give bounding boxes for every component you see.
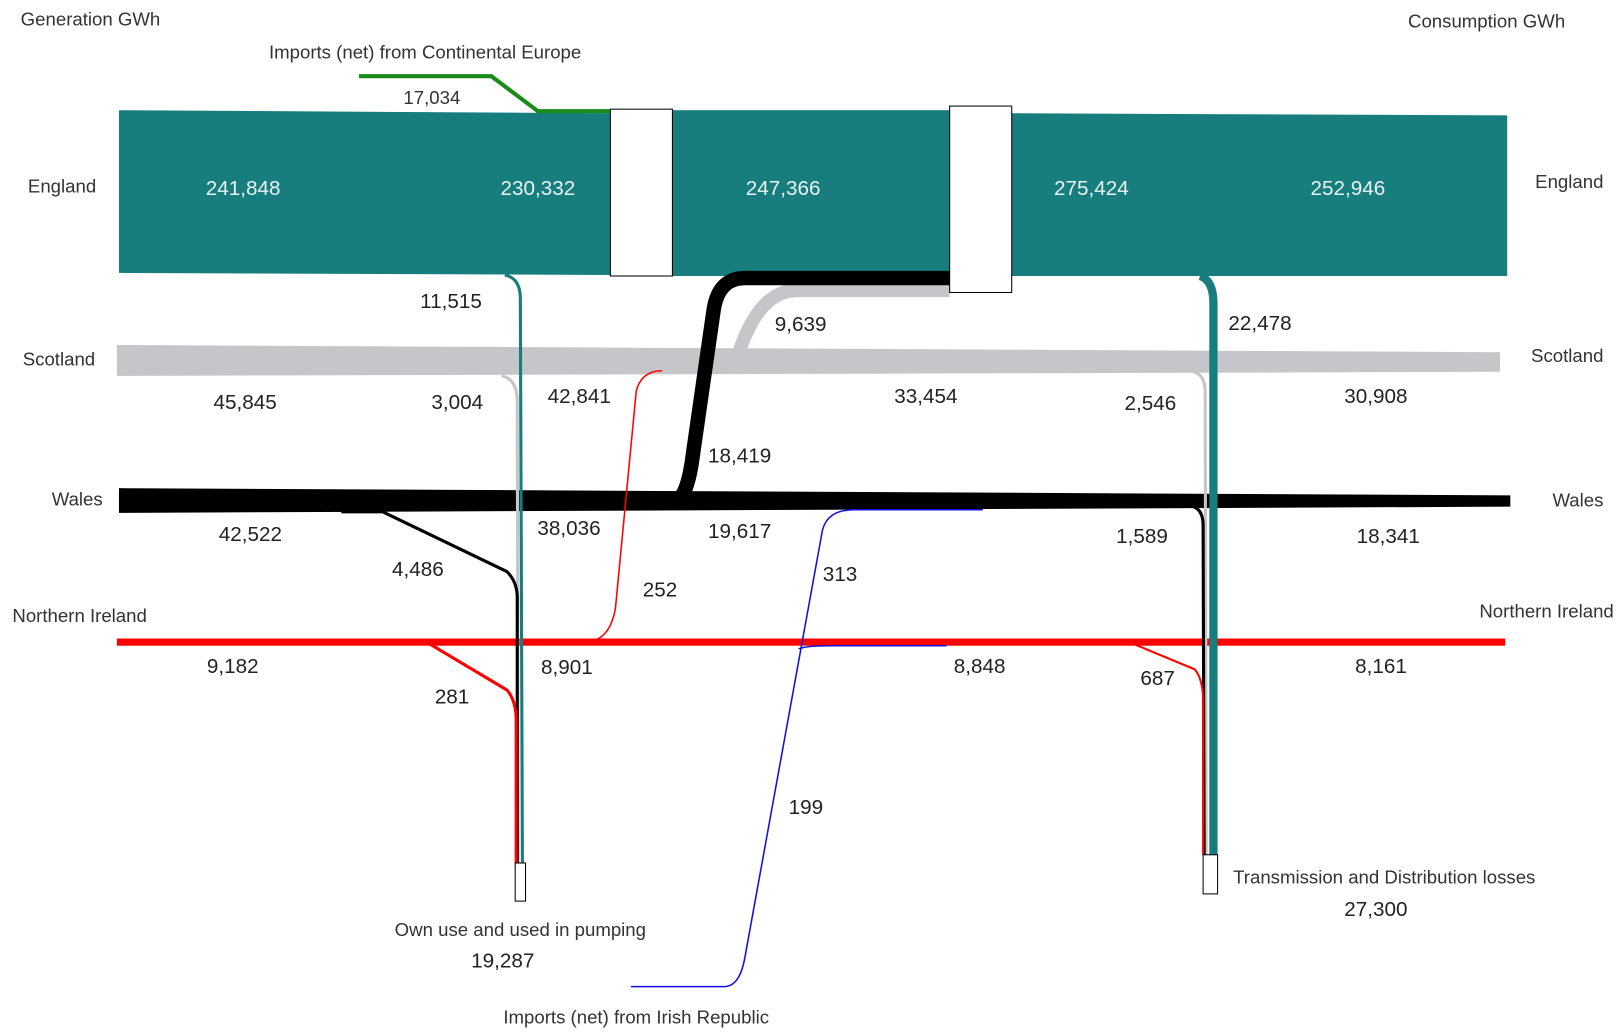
value: 275,424 xyxy=(1054,177,1129,200)
region: Wales xyxy=(1552,489,1603,510)
value: 3,004 xyxy=(431,391,483,414)
value: 252,946 xyxy=(1311,177,1386,200)
flow xyxy=(428,642,518,866)
value: 199 xyxy=(789,796,823,819)
region: England xyxy=(28,175,96,196)
wales-band xyxy=(118,488,1511,513)
value: 22,478 xyxy=(1228,312,1291,335)
label: Imports (net) from Continental Europe xyxy=(269,41,581,62)
value: 4,486 xyxy=(392,558,444,581)
value: 247,366 xyxy=(746,177,821,200)
value: 42,522 xyxy=(219,523,282,546)
label: Imports (net) from Irish Republic xyxy=(503,1006,769,1027)
value: 11,515 xyxy=(420,290,482,313)
value: 687 xyxy=(1140,667,1174,690)
value: 30,908 xyxy=(1344,385,1407,408)
value: 9,182 xyxy=(207,655,259,678)
value: 241,848 xyxy=(206,177,281,200)
value: 19,287 xyxy=(471,949,534,972)
region: Northern Ireland xyxy=(12,605,146,626)
flow xyxy=(631,509,983,988)
label: Own use and used in pumping xyxy=(395,919,646,940)
value: 8,161 xyxy=(1355,655,1407,678)
flow xyxy=(733,283,950,353)
england-band xyxy=(118,110,611,275)
region: Scotland xyxy=(1531,345,1603,366)
value: 18,419 xyxy=(708,445,771,468)
header: Consumption GWh xyxy=(1408,11,1565,32)
value: 230,332 xyxy=(501,177,576,200)
value: 18,341 xyxy=(1357,525,1420,548)
flow xyxy=(1198,272,1218,855)
header: Generation GWh xyxy=(21,9,161,30)
flow xyxy=(1189,369,1208,855)
value: 27,300 xyxy=(1344,898,1407,921)
value: 9,639 xyxy=(775,313,827,336)
value: 252 xyxy=(643,579,677,602)
losses-node xyxy=(1202,854,1219,895)
value: 45,845 xyxy=(214,391,277,414)
england-band xyxy=(1011,113,1508,276)
value: 17,034 xyxy=(403,87,460,108)
region: England xyxy=(1535,171,1603,192)
flow xyxy=(798,644,947,650)
value: 19,617 xyxy=(708,520,771,543)
label: Transmission and Distribution losses xyxy=(1233,866,1535,887)
ni-band xyxy=(116,638,1506,646)
value: 42,841 xyxy=(548,385,611,408)
node xyxy=(609,108,673,277)
flow xyxy=(589,369,663,643)
value: 33,454 xyxy=(894,385,957,408)
flow xyxy=(341,510,519,866)
value: 313 xyxy=(823,563,857,586)
own-use-node xyxy=(514,862,527,902)
scotland-band xyxy=(116,345,1500,376)
value: 38,036 xyxy=(537,517,600,540)
region: Wales xyxy=(52,488,103,509)
value: 1,589 xyxy=(1116,525,1168,548)
flow xyxy=(1132,642,1205,855)
flow xyxy=(501,374,520,866)
flow xyxy=(504,273,524,866)
value: 8,901 xyxy=(541,656,593,679)
england-band xyxy=(672,110,950,276)
region: Scotland xyxy=(23,348,95,369)
flow xyxy=(1189,504,1206,855)
region: Northern Ireland xyxy=(1479,601,1613,622)
value: 8,848 xyxy=(954,655,1006,678)
value: 281 xyxy=(435,686,469,709)
import-flow xyxy=(358,74,611,114)
node xyxy=(949,105,1013,293)
value: 2,546 xyxy=(1124,392,1176,415)
